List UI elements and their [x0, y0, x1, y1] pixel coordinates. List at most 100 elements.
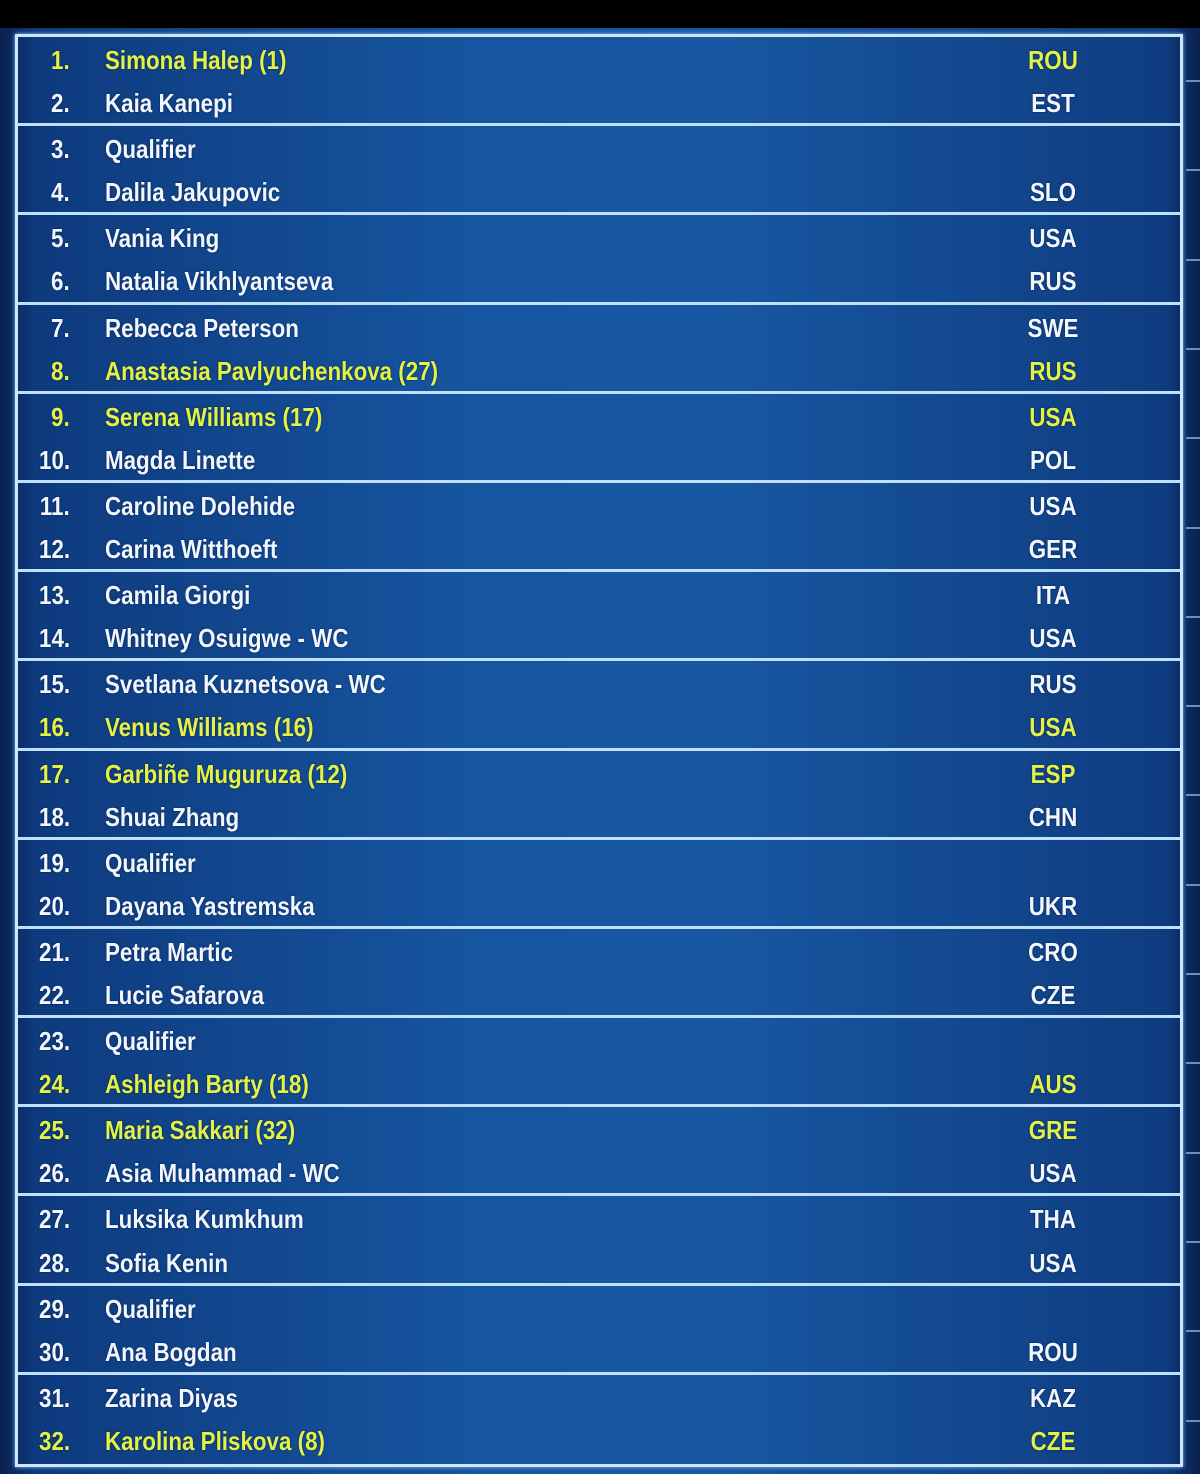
player-country: THA — [1030, 1204, 1076, 1235]
player-country: AUS — [1029, 1069, 1077, 1100]
player-country: USA — [1029, 623, 1077, 654]
draw-position: 12. — [38, 534, 70, 565]
player-country: CZE — [1030, 1425, 1076, 1456]
draw-row: 26. Asia Muhammad - WC USA — [18, 1150, 1180, 1193]
player-country: USA — [1029, 1158, 1077, 1189]
player-name: Lucie Safarova — [105, 979, 265, 1010]
draw-row: 1. Simona Halep (1) ROU — [18, 37, 1180, 80]
edge-tick — [1186, 705, 1200, 708]
edge-tick — [1186, 615, 1200, 618]
draw-position: 24. — [38, 1069, 70, 1100]
draw-position: 28. — [38, 1247, 70, 1278]
draw-row: 11. Caroline Dolehide USA — [18, 483, 1180, 526]
draw-row: 22. Lucie Safarova CZE — [18, 972, 1180, 1015]
draw-table: 1. Simona Halep (1) ROU 2. Kaia Kanepi EST 3. Q… — [15, 34, 1183, 1467]
player-country: KAZ — [1030, 1382, 1076, 1413]
draw-row: 2. Kaia Kanepi EST — [18, 80, 1180, 123]
draw-position: 27. — [38, 1204, 70, 1235]
player-country: ITA — [1035, 580, 1071, 611]
match-pair: 25. Maria Sakkari (32) GRE 26. Asia Muhammad… — [18, 1107, 1180, 1197]
draw-position: 22. — [38, 979, 70, 1010]
edge-tick — [1186, 973, 1200, 975]
player-name: Sofia Kenin — [105, 1247, 228, 1278]
edge-tick — [1186, 1062, 1200, 1065]
player-name: Caroline Dolehide — [105, 490, 296, 521]
player-name: Shuai Zhang — [105, 801, 240, 832]
match-pair: 5. Vania King USA 6. Natalia Vikhlyantseva RU… — [18, 215, 1180, 305]
draw-position: 19. — [38, 847, 70, 878]
draw-row: 5. Vania King USA — [18, 215, 1180, 258]
edge-tick — [1186, 80, 1200, 82]
edge-tick — [1186, 437, 1200, 440]
draw-position: 16. — [38, 712, 70, 743]
player-name: Qualifier — [105, 1026, 196, 1057]
player-country: RUS — [1029, 266, 1077, 297]
player-country: UKR — [1028, 890, 1078, 921]
player-name: Magda Linette — [105, 444, 256, 475]
player-country: POL — [1030, 444, 1076, 475]
draw-row: 23. Qualifier — [18, 1018, 1180, 1061]
player-name: Serena Williams (17) — [105, 401, 323, 432]
player-name: Garbiñe Muguruza (12) — [105, 758, 348, 789]
player-name: Natalia Vikhlyantseva — [105, 266, 334, 297]
player-name: Rebecca Peterson — [105, 312, 299, 343]
draw-row: 32. Karolina Pliskova (8) CZE — [18, 1418, 1180, 1461]
draw-row: 19. Qualifier — [18, 840, 1180, 883]
player-name: Venus Williams (16) — [105, 712, 314, 743]
draw-row: 8. Anastasia Pavlyuchenkova (27) RUS — [18, 348, 1180, 391]
draw-row: 10. Magda Linette POL — [18, 437, 1180, 480]
edge-tick — [1186, 883, 1200, 886]
player-name: Dalila Jakupovic — [105, 177, 281, 208]
player-country: CHN — [1028, 801, 1078, 832]
draw-row: 3. Qualifier — [18, 126, 1180, 169]
draw-position: 3. — [51, 134, 70, 165]
player-country: GRE — [1028, 1115, 1078, 1146]
player-country: RUS — [1029, 669, 1077, 700]
match-pair: 15. Svetlana Kuznetsova - WC RUS 16. Venus W… — [18, 661, 1180, 751]
draw-row: 12. Carina Witthoeft GER — [18, 526, 1180, 569]
draw-row: 17. Garbiñe Muguruza (12) ESP — [18, 751, 1180, 794]
player-country: USA — [1029, 401, 1077, 432]
edge-tick — [1186, 1419, 1200, 1422]
player-country: ROU — [1028, 1336, 1078, 1367]
draw-row: 25. Maria Sakkari (32) GRE — [18, 1107, 1180, 1150]
player-name: Karolina Pliskova (8) — [105, 1425, 325, 1456]
draw-row: 30. Ana Bogdan ROU — [18, 1329, 1180, 1372]
match-pair: 13. Camila Giorgi ITA 14. Whitney Osuigwe - … — [18, 572, 1180, 662]
draw-row: 31. Zarina Diyas KAZ — [18, 1375, 1180, 1418]
player-country: USA — [1029, 712, 1077, 743]
draw-position: 17. — [38, 758, 70, 789]
draw-position: 15. — [38, 669, 70, 700]
draw-position: 21. — [38, 936, 70, 967]
player-name: Camila Giorgi — [105, 580, 251, 611]
draw-position: 14. — [38, 623, 70, 654]
draw-position: 18. — [38, 801, 70, 832]
player-name: Qualifier — [105, 1293, 196, 1324]
player-name: Ana Bogdan — [105, 1336, 237, 1367]
player-name: Carina Witthoeft — [105, 534, 278, 565]
draw-row: 27. Luksika Kumkhum THA — [18, 1196, 1180, 1239]
draw-row: 15. Svetlana Kuznetsova - WC RUS — [18, 661, 1180, 704]
player-name: Svetlana Kuznetsova - WC — [105, 669, 386, 700]
draw-row: 18. Shuai Zhang CHN — [18, 794, 1180, 837]
player-country: CZE — [1030, 979, 1076, 1010]
player-country: USA — [1029, 490, 1077, 521]
match-pair: 17. Garbiñe Muguruza (12) ESP 18. Shuai Zhan… — [18, 751, 1180, 840]
draw-row: 4. Dalila Jakupovic SLO — [18, 169, 1180, 212]
match-pair: 19. Qualifier 20. Dayana Yastremska UKR — [18, 840, 1180, 929]
player-country: CRO — [1028, 936, 1078, 967]
draw-position: 20. — [38, 890, 70, 921]
draw-position: 31. — [38, 1382, 70, 1413]
draw-position: 4. — [51, 177, 70, 208]
draw-row: 13. Camila Giorgi ITA — [18, 572, 1180, 615]
draw-row: 6. Natalia Vikhlyantseva RUS — [18, 258, 1180, 301]
draw-position: 29. — [38, 1293, 70, 1324]
player-name: Petra Martic — [105, 936, 234, 967]
draw-position: 25. — [38, 1115, 70, 1146]
draw-row: 7. Rebecca Peterson SWE — [18, 305, 1180, 348]
player-country: GER — [1028, 534, 1078, 565]
match-pair: 7. Rebecca Peterson SWE 8. Anastasia Pavlyuc… — [18, 305, 1180, 394]
draw-position: 9. — [51, 401, 70, 432]
draw-position: 10. — [38, 444, 70, 475]
player-country: USA — [1029, 223, 1077, 254]
